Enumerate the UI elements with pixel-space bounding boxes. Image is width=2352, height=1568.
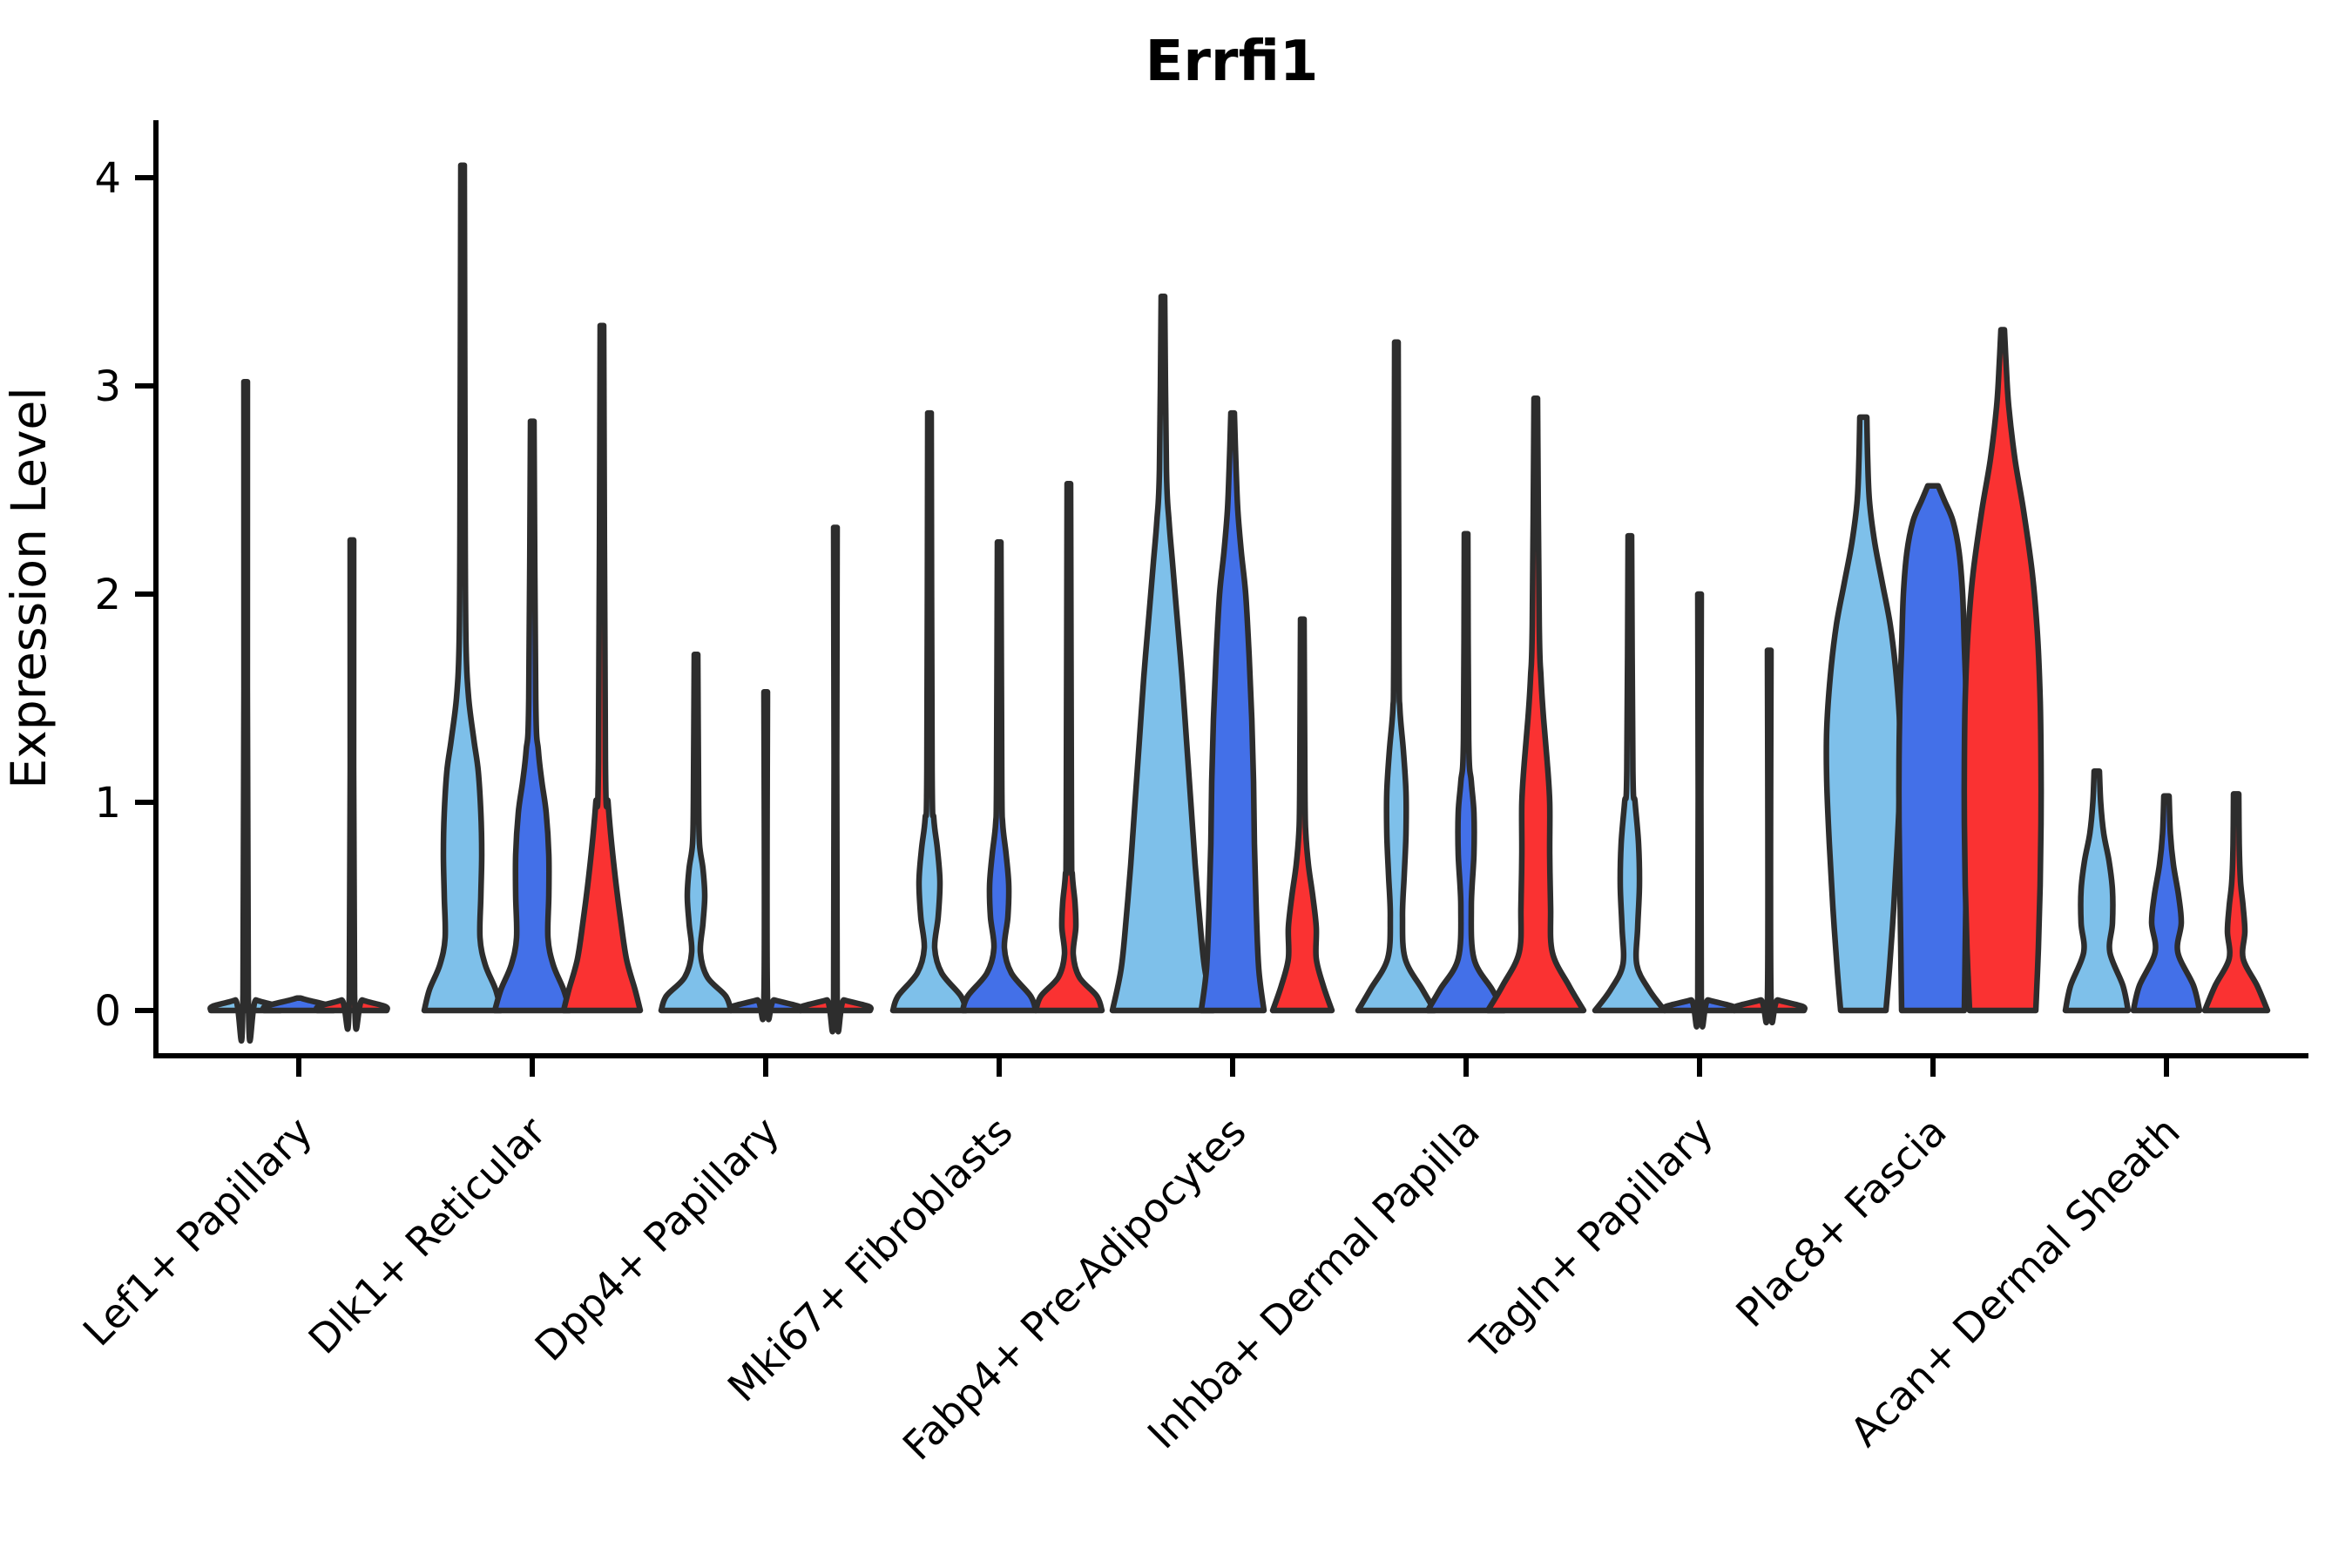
violin-dpp4-papillary-light-blue xyxy=(658,652,734,1014)
violin-tagln-papillary-red xyxy=(1730,647,1808,1026)
violin-fabp4-pre-adipocytes-blue xyxy=(1198,409,1267,1014)
y-axis-label: Expression Level xyxy=(1,387,57,788)
violin-tagln-papillary-light-blue xyxy=(1592,532,1668,1014)
x-tick-label: Lef1+ Papillary xyxy=(74,1108,321,1355)
x-tick-label: Plac8+ Fascia xyxy=(1727,1108,1955,1336)
violin-mki67-fibroblasts-light-blue xyxy=(889,409,970,1014)
y-tick-label: 4 xyxy=(94,154,121,203)
violin-acan-dermal-sheath-blue xyxy=(2130,793,2203,1014)
violin-mki67-fibroblasts-red xyxy=(1032,481,1105,1014)
violin-plac8-fascia-blue xyxy=(1896,483,1970,1014)
violin-lef1-papillary-light-blue xyxy=(207,378,284,1044)
x-tick-label: Tagln+ Papillary xyxy=(1461,1108,1722,1369)
violin-plac8-fascia-red xyxy=(1961,327,2044,1014)
violin-dpp4-papillary-red xyxy=(796,524,875,1035)
x-tick-label: Dpp4+ Papillary xyxy=(526,1108,788,1370)
violin-acan-dermal-sheath-red xyxy=(2201,791,2271,1014)
violin-dlk1-reticular-red xyxy=(560,322,644,1014)
violins-layer xyxy=(207,162,2271,1044)
chart-title: Errfi1 xyxy=(1146,30,1319,94)
x-tick-label: Dlk1+ Reticular xyxy=(300,1108,555,1363)
y-tick-label: 3 xyxy=(94,362,121,411)
y-tick-label: 1 xyxy=(94,779,121,828)
violin-fabp4-pre-adipocytes-red xyxy=(1269,616,1335,1014)
violin-tagln-papillary-blue xyxy=(1660,591,1739,1030)
y-tick-label: 0 xyxy=(94,987,121,1036)
violin-inhba-dermal-papilla-red xyxy=(1484,395,1587,1014)
violin-acan-dermal-sheath-light-blue xyxy=(2062,767,2132,1014)
y-tick-label: 2 xyxy=(94,571,121,619)
violin-dpp4-papillary-blue xyxy=(727,689,805,1023)
violin-inhba-dermal-papilla-light-blue xyxy=(1355,339,1438,1014)
violin-mki67-fibroblasts-blue xyxy=(959,539,1039,1014)
violin-dlk1-reticular-light-blue xyxy=(421,162,504,1014)
violin-lef1-papillary-red xyxy=(314,537,390,1032)
violin-fabp4-pre-adipocytes-light-blue xyxy=(1109,293,1217,1014)
violin-plac8-fascia-light-blue xyxy=(1823,414,1903,1014)
violin-inhba-dermal-papilla-blue xyxy=(1424,531,1508,1014)
violin-dlk1-reticular-blue xyxy=(491,418,573,1014)
